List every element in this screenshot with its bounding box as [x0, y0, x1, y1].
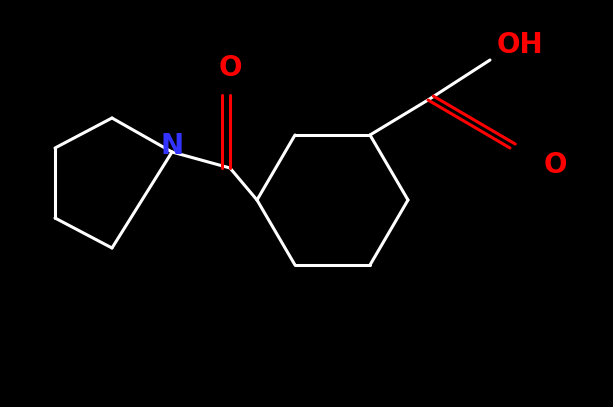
- Text: O: O: [218, 54, 242, 82]
- Text: N: N: [161, 132, 183, 160]
- Text: OH: OH: [497, 31, 543, 59]
- Text: O: O: [543, 151, 567, 179]
